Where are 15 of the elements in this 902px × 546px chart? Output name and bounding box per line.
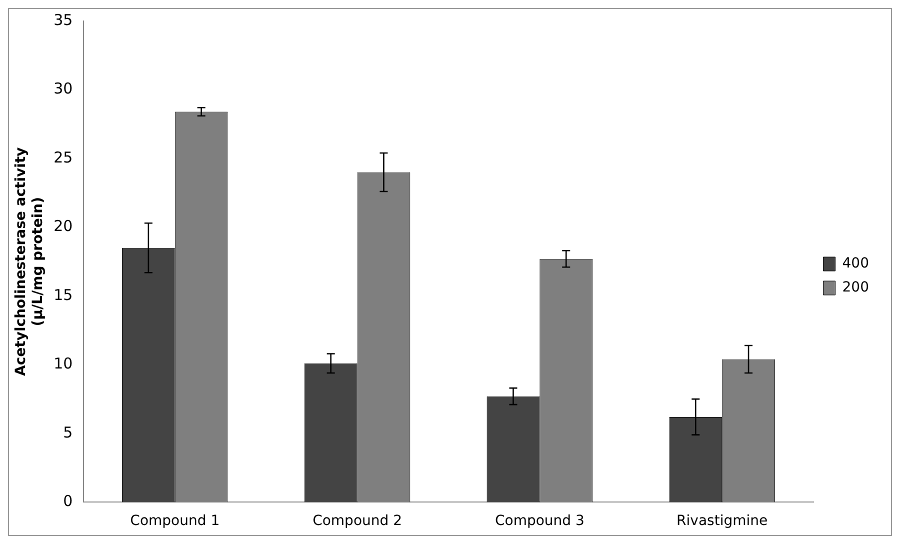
x-tick-label: Compound 1 [130, 513, 220, 530]
y-axis-title: Acetylcholinesterase activity (µ/L/mg protein) [13, 147, 46, 376]
y-tick-label: 25 [54, 148, 73, 166]
legend-label: 200 [842, 280, 870, 296]
y-tick-label: 15 [54, 286, 73, 304]
y-tick-label: 5 [63, 423, 73, 442]
y-tick-label: 0 [63, 492, 73, 510]
x-tick-label: Compound 2 [312, 513, 402, 530]
x-tick-label: Compound 3 [494, 513, 584, 530]
legend-label: 400 [842, 256, 870, 272]
y-tick-label: 10 [54, 354, 73, 373]
y-tick-label: 20 [54, 217, 73, 236]
y-tick-label: 35 [54, 10, 73, 29]
x-tick-label: Rivastigmine [676, 513, 768, 530]
y-tick-label: 30 [54, 80, 73, 98]
